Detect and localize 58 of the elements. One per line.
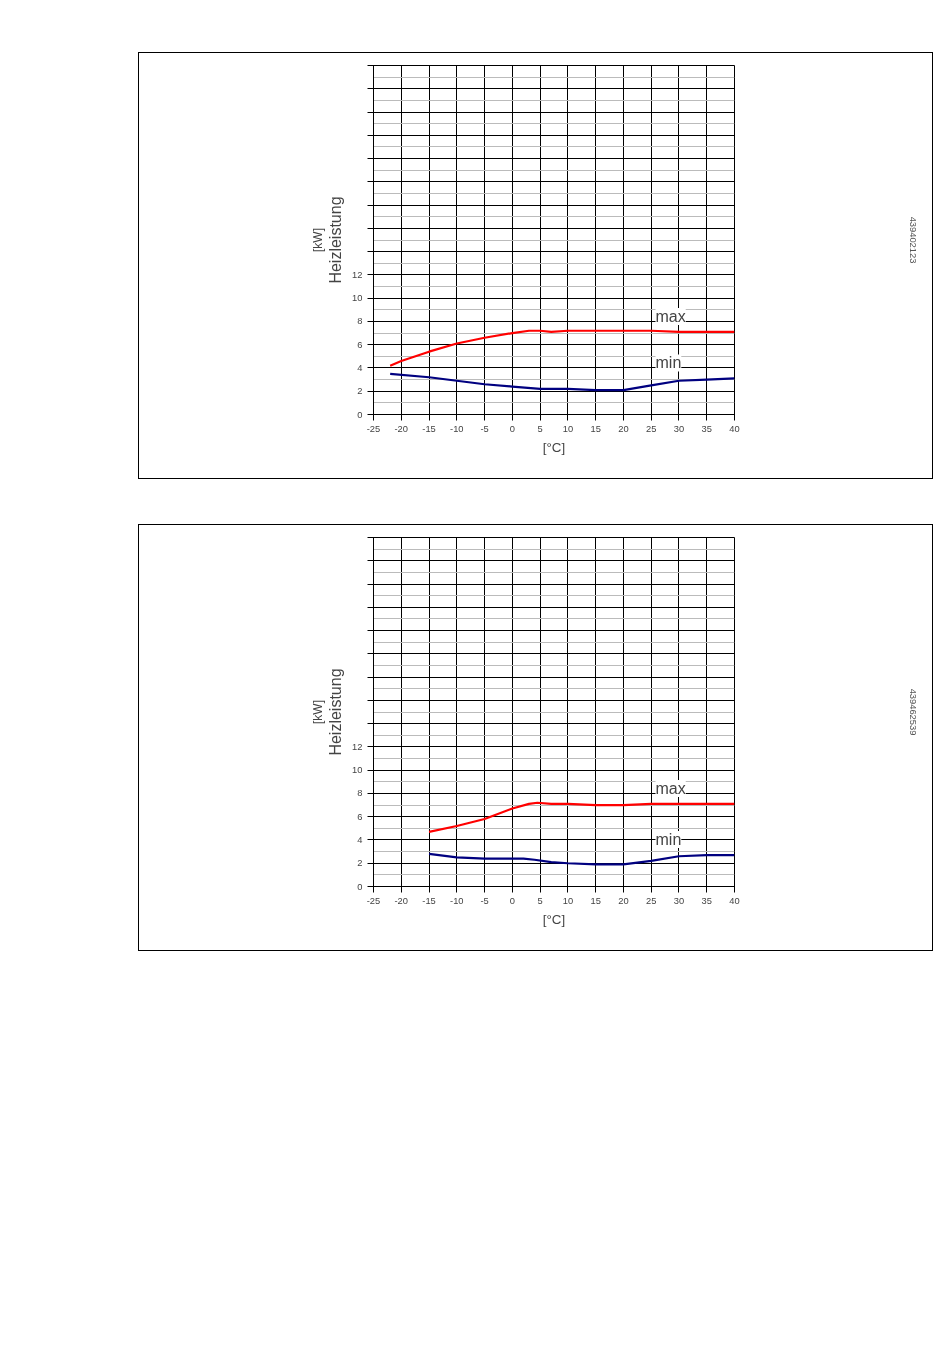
y-tick-label: 8 [357, 316, 363, 327]
x-tick-label: 35 [701, 423, 712, 434]
y-tick-label: 10 [352, 293, 363, 304]
x-tick-label: -10 [450, 423, 464, 434]
x-tick-label: 40 [729, 895, 740, 906]
x-tick-label: -15 [422, 423, 436, 434]
y-tick-label: 6 [357, 811, 363, 822]
y-tick-label: 2 [357, 386, 363, 397]
line-series [427, 801, 735, 833]
x-tick-label: 5 [537, 895, 543, 906]
x-tick-label: 20 [618, 423, 629, 434]
y-tick-label: 6 [357, 339, 363, 350]
x-tick-label: -25 [366, 895, 381, 906]
x-tick-label: 25 [646, 895, 657, 906]
x-tick-label: 15 [590, 895, 601, 906]
line-series [389, 372, 735, 392]
y-tick-label: 2 [357, 858, 363, 869]
x-tick-label: -25 [366, 423, 381, 434]
y-tick-label: 8 [357, 788, 363, 799]
y-tick-label: 4 [357, 362, 363, 373]
text: [kW] [310, 700, 325, 724]
x-axis-title: [°C] [542, 439, 566, 455]
text: [kW] [310, 228, 325, 252]
annotation: min [655, 354, 682, 372]
x-tick-label: 30 [673, 895, 685, 906]
x-tick-label: 30 [673, 423, 685, 434]
annotation: min [655, 831, 682, 849]
y-tick-label: 12 [352, 269, 363, 280]
annotation: max [655, 779, 686, 797]
y-tick-label: 0 [357, 409, 363, 420]
y-axis-title: Heizleistung [327, 668, 345, 756]
x-tick-label: -20 [394, 895, 409, 906]
y-tick-label: 4 [357, 834, 363, 845]
x-tick-label: 0 [509, 423, 515, 434]
x-tick-label: -10 [450, 895, 464, 906]
annotation: max [655, 307, 686, 325]
x-tick-label: 15 [590, 423, 601, 434]
text: 439402123 [907, 216, 918, 264]
x-tick-label: 35 [701, 895, 712, 906]
x-tick-label: 0 [509, 895, 515, 906]
x-tick-label: 10 [562, 423, 574, 434]
x-tick-label: -5 [480, 423, 489, 434]
x-tick-label: 5 [537, 423, 543, 434]
y-tick-label: 10 [352, 765, 363, 776]
x-tick-label: 40 [729, 423, 740, 434]
x-tick-label: -5 [480, 895, 489, 906]
x-tick-label: 20 [618, 895, 629, 906]
y-tick-label: 0 [357, 881, 363, 892]
text: 439462539 [907, 688, 918, 736]
y-axis-title: Heizleistung [327, 196, 345, 284]
x-tick-label: -15 [422, 895, 436, 906]
x-tick-label: -20 [394, 423, 409, 434]
x-tick-label: 25 [646, 423, 657, 434]
y-tick-label: 12 [352, 741, 363, 752]
x-axis-title: [°C] [542, 911, 566, 927]
line-series [389, 329, 735, 367]
x-tick-label: 10 [562, 895, 574, 906]
line-series [427, 852, 735, 866]
